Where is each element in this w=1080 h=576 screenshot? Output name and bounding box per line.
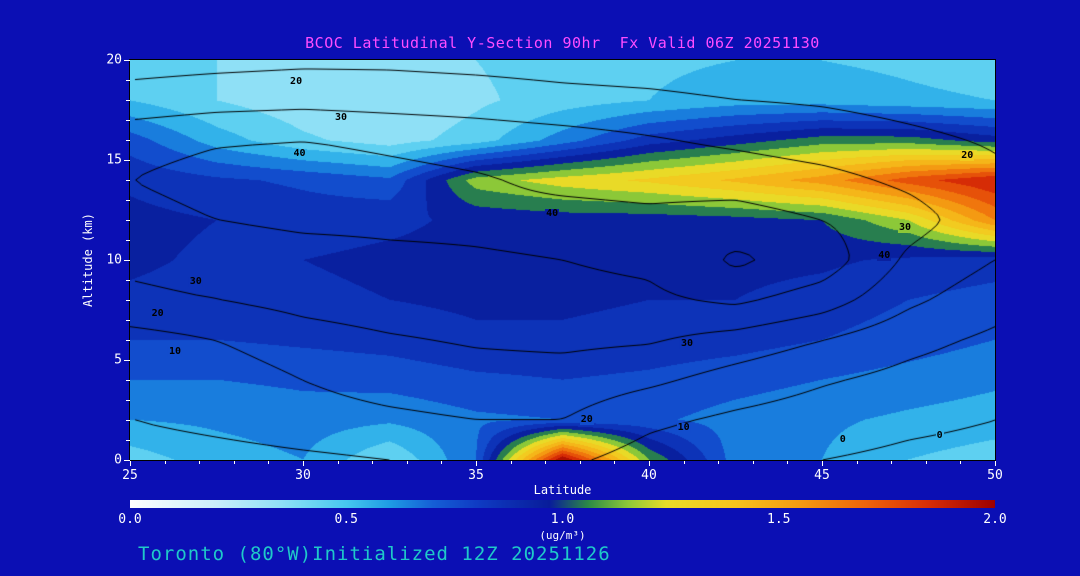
contour-label: 30: [334, 112, 349, 123]
contour-label: 40: [545, 208, 560, 219]
axis-tick: [303, 461, 304, 466]
footer-note: Toronto (80°W)Initialized 12Z 20251126: [138, 543, 611, 565]
axis-tick: [124, 160, 130, 161]
contour-label: 30: [188, 276, 203, 287]
axis-tick: [126, 80, 130, 81]
chart-title: BCOC Latitudinal Y-Section 90hr Fx Valid…: [305, 34, 820, 52]
contour-label: 40: [877, 250, 892, 261]
axis-tick: [126, 340, 130, 341]
axis-tick: [925, 461, 927, 464]
axis-tick: [126, 180, 130, 181]
axis-tick: [124, 60, 130, 61]
colorbar-units: (ug/m³): [539, 529, 586, 542]
axis-tick: [124, 260, 130, 261]
axis-tick: [199, 461, 201, 464]
axis-tick: [124, 360, 130, 361]
axis-tick: [126, 380, 130, 381]
colorbar-tick-label: 0.0: [118, 512, 142, 527]
contour-label: 20: [579, 414, 594, 425]
y-tick-label: 0: [114, 452, 122, 468]
axis-tick: [891, 461, 893, 464]
axis-tick: [164, 461, 166, 464]
axis-tick: [614, 461, 616, 464]
axis-tick: [126, 240, 130, 241]
colorbar: [130, 500, 995, 508]
colorbar-tick-label: 0.5: [334, 512, 358, 527]
axis-tick: [126, 100, 130, 101]
axis-tick: [126, 320, 130, 321]
axis-tick: [579, 461, 581, 464]
axis-tick: [126, 440, 130, 441]
axis-tick: [337, 461, 339, 464]
heatmap-canvas: [130, 60, 995, 460]
y-tick-label: 10: [106, 252, 122, 268]
x-tick-label: 40: [641, 468, 657, 483]
plot-area: 20 30 40 40 30 20 10 30 20 10 0 0 40 30 20: [129, 59, 996, 461]
axis-tick: [822, 461, 823, 466]
y-tick-label: 15: [106, 152, 122, 168]
x-tick-label: 45: [814, 468, 830, 483]
axis-tick: [787, 461, 789, 464]
axis-tick: [718, 461, 720, 464]
axis-tick: [406, 461, 408, 464]
axis-tick: [130, 461, 131, 466]
axis-tick: [856, 461, 858, 464]
colorbar-tick-label: 2.0: [983, 512, 1007, 527]
x-axis-label: Latitude: [533, 483, 592, 497]
axis-tick: [683, 461, 685, 464]
contour-label: 0: [838, 434, 847, 445]
axis-tick: [126, 220, 130, 221]
colorbar-tick-label: 1.0: [550, 512, 575, 527]
contour-label: 20: [150, 308, 165, 319]
axis-tick: [126, 420, 130, 421]
contour-label: 40: [292, 148, 307, 159]
contour-labels-layer: 20 30 40 40 30 20 10 30 20 10 0 0 40 30 20: [130, 60, 995, 460]
contour-label: 20: [289, 76, 304, 87]
y-tick-label: 20: [106, 52, 122, 68]
axis-tick: [995, 461, 996, 466]
x-tick-label: 50: [987, 468, 1003, 483]
contour-label: 30: [680, 338, 695, 349]
y-tick-label: 5: [114, 352, 122, 368]
axis-tick: [233, 461, 235, 464]
axis-tick: [441, 461, 443, 464]
x-tick-label: 25: [122, 468, 138, 483]
contour-label: 20: [960, 150, 975, 161]
contour-label: 30: [898, 222, 913, 233]
contour-label: 10: [167, 346, 182, 357]
axis-tick: [124, 460, 130, 461]
x-tick-label: 30: [295, 468, 311, 483]
axis-tick: [126, 200, 130, 201]
axis-tick: [126, 140, 130, 141]
axis-tick: [476, 461, 477, 466]
axis-tick: [126, 280, 130, 281]
colorbar-tick-label: 1.5: [767, 512, 791, 527]
axis-tick: [126, 300, 130, 301]
axis-tick: [268, 461, 270, 464]
axis-tick: [126, 120, 130, 121]
axis-tick: [510, 461, 512, 464]
x-tick-label: 35: [468, 468, 484, 483]
axis-tick: [126, 400, 130, 401]
axis-tick: [752, 461, 754, 464]
axis-tick: [960, 461, 962, 464]
contour-label: 10: [676, 422, 691, 433]
contour-label: 0: [935, 430, 944, 441]
axis-tick: [649, 461, 650, 466]
axis-tick: [372, 461, 374, 464]
axis-tick: [545, 461, 547, 464]
